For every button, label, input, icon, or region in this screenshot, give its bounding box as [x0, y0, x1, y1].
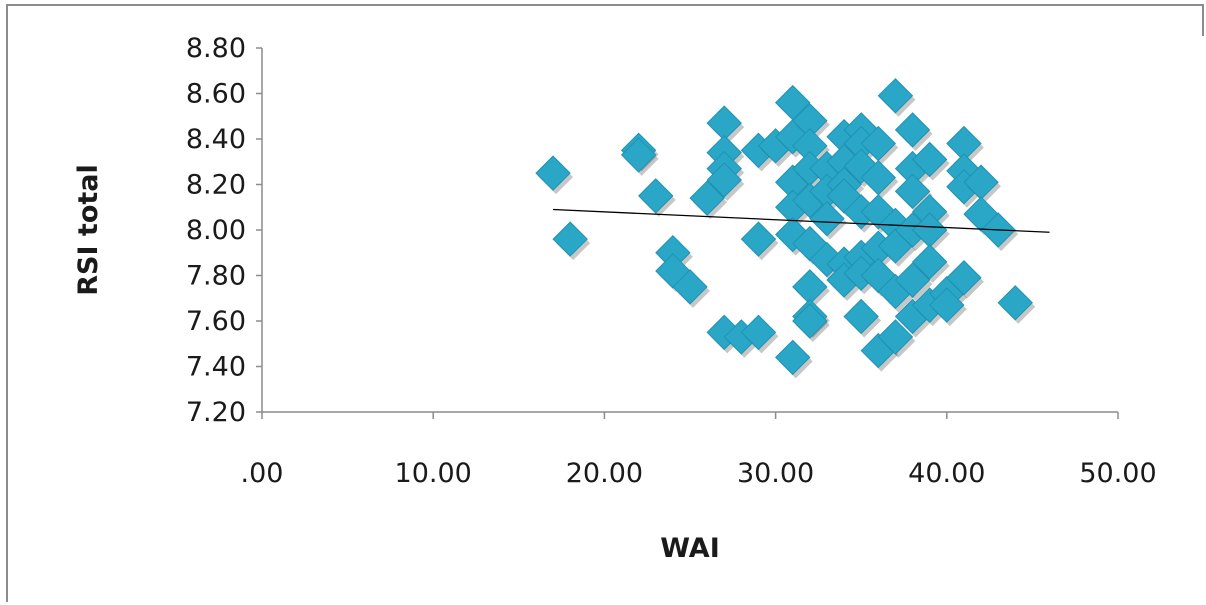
data-point	[706, 105, 745, 145]
data-point-marker	[877, 78, 914, 114]
data-point	[894, 262, 933, 302]
data-point	[620, 137, 659, 176]
data-point-marker	[911, 141, 948, 178]
data-point-marker	[946, 260, 982, 296]
data-point-marker	[877, 319, 914, 355]
data-point-marker	[911, 244, 948, 280]
data-point-marker	[997, 285, 1033, 321]
x-tick-label: 30.00	[737, 458, 814, 489]
chart-frame	[6, 4, 1202, 602]
data-point	[946, 260, 984, 299]
x-tick-label: 40.00	[908, 458, 985, 489]
x-tick-label: 20.00	[566, 458, 643, 489]
y-tick-label: 8.20	[186, 170, 246, 201]
data-point-marker	[638, 178, 674, 214]
data-point	[877, 78, 916, 117]
x-axis-title: WAI	[660, 533, 720, 564]
data-point	[792, 303, 830, 342]
y-tick-label: 8.80	[186, 33, 246, 64]
data-point-marker	[620, 137, 657, 173]
data-point	[929, 287, 967, 327]
y-axis: 7.20 7.40 7.60 7.80 8.00 8.20 8.40 8.60 8.80	[186, 33, 263, 428]
data-point-marker	[535, 155, 571, 191]
data-point-marker	[894, 112, 931, 148]
data-point	[877, 319, 916, 358]
data-point	[672, 269, 710, 308]
y-tick-label: 7.20	[186, 397, 246, 428]
data-point-marker	[689, 180, 725, 216]
data-point	[860, 159, 899, 199]
data-point	[843, 298, 882, 338]
data-point-marker	[706, 162, 742, 198]
data-point	[638, 178, 676, 217]
y-tick-label: 7.40	[186, 352, 246, 383]
chart-frame-edge	[1202, 4, 1204, 36]
y-tick-label: 8.40	[186, 124, 246, 155]
data-point-marker	[672, 269, 708, 305]
x-tick-label: 50.00	[1079, 458, 1156, 489]
y-axis-title: RSI total	[73, 164, 104, 296]
data-point	[997, 285, 1036, 324]
data-point	[740, 314, 779, 354]
data-point	[911, 244, 950, 283]
data-point-marker	[843, 298, 879, 335]
data-point	[689, 180, 728, 220]
data-point-marker	[740, 314, 777, 351]
data-point	[860, 125, 899, 165]
data-point	[792, 103, 830, 142]
data-point	[535, 155, 574, 195]
trendline-group	[553, 208, 1050, 233]
data-point	[775, 84, 813, 124]
y-tick-label: 8.00	[186, 215, 246, 246]
data-point	[740, 221, 779, 261]
x-tick-label: .00	[241, 458, 284, 489]
data-point	[894, 112, 933, 151]
data-point	[980, 212, 1019, 251]
data-point-marker	[740, 221, 777, 257]
x-axis: .00 10.00 20.00 30.00 40.00 50.00	[241, 411, 1157, 489]
data-point	[911, 141, 950, 181]
data-point-marker	[792, 303, 828, 339]
data-point-marker	[929, 287, 965, 323]
data-point	[552, 221, 591, 261]
data-point	[706, 162, 745, 201]
y-tick-label: 8.60	[186, 79, 246, 110]
x-tick-label: 10.00	[395, 458, 472, 489]
y-tick-label: 7.80	[186, 261, 246, 292]
trendline	[553, 208, 1050, 233]
data-point	[963, 164, 1002, 204]
data-point-marker	[894, 262, 931, 298]
data-point	[792, 269, 830, 308]
y-tick-label: 7.60	[186, 306, 246, 337]
data-point-marker	[552, 221, 588, 257]
data-point	[775, 339, 813, 379]
data-points	[535, 78, 1036, 379]
data-point-marker	[894, 173, 931, 210]
data-point	[946, 125, 984, 165]
data-point-marker	[809, 200, 845, 237]
data-point-marker	[775, 339, 811, 376]
